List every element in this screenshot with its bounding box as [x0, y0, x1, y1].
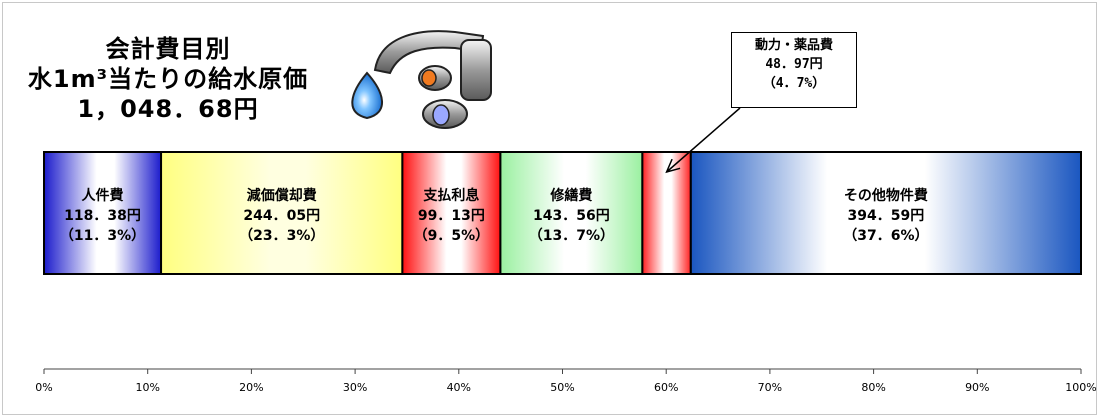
- segment-pct-3: （13．7%）: [529, 228, 614, 244]
- title-line-2: 水1m³当たりの給水原価: [27, 65, 309, 93]
- x-tick-label: 0%: [35, 381, 52, 394]
- callout-arrow: [666, 107, 741, 173]
- x-tick-label: 10%: [135, 381, 159, 394]
- callout-arrowhead: [665, 158, 681, 174]
- x-tick-label: 100%: [1065, 381, 1096, 394]
- chart-title: 会計費目別 水1m³当たりの給水原価 1，048．68円: [18, 34, 318, 124]
- segment-name-5: その他物件費: [844, 187, 928, 204]
- callout-value: 48．97円: [765, 57, 823, 72]
- segment-value-3: 143．56円: [533, 208, 610, 224]
- segment-pct-0: （11．3%）: [60, 228, 145, 244]
- x-tick-label: 90%: [965, 381, 989, 394]
- segment-name-2: 支払利息: [422, 187, 479, 204]
- segment-value-5: 394．59円: [848, 208, 925, 224]
- segment-value-1: 244．05円: [243, 208, 320, 224]
- segment-name-0: 人件費: [82, 187, 124, 204]
- title-line-3: 1，048．68円: [77, 95, 259, 123]
- x-tick-label: 80%: [861, 381, 885, 394]
- bar-segment-0: [43, 151, 163, 275]
- x-tick-label: 50%: [550, 381, 574, 394]
- bar-segment-3: [499, 151, 644, 275]
- x-tick-label: 20%: [239, 381, 263, 394]
- callout-pct: （4．7%）: [762, 76, 826, 91]
- segment-value-2: 99．13円: [418, 208, 485, 224]
- faucet-icon: [351, 30, 492, 129]
- segment-pct-5: （37．6%）: [843, 228, 928, 244]
- segment-pct-2: （9．5%）: [414, 228, 490, 244]
- segment-name-1: 減価償却費: [247, 187, 317, 204]
- x-tick-label: 60%: [654, 381, 678, 394]
- bar-segment-5: [689, 151, 1082, 275]
- bar-segment-2: [401, 151, 502, 275]
- callout-name: 動力・薬品費: [754, 38, 833, 53]
- x-tick-label: 40%: [447, 381, 471, 394]
- segment-pct-1: （23．3%）: [239, 228, 324, 244]
- x-tick-label: 30%: [343, 381, 367, 394]
- callout-box: 動力・薬品費 48．97円 （4．7%）: [731, 32, 857, 108]
- segment-value-0: 118．38円: [64, 208, 141, 224]
- segment-name-3: 修繕費: [549, 187, 592, 204]
- x-tick-label: 70%: [758, 381, 782, 394]
- title-line-1: 会計費目別: [105, 35, 231, 63]
